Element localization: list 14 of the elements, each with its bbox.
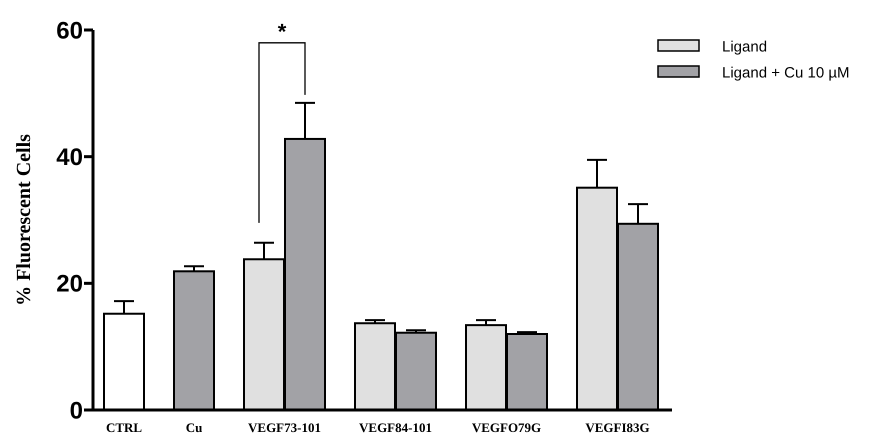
x-tick-label: Cu	[186, 420, 202, 435]
legend-label: Ligand + Cu 10 µM	[722, 64, 850, 82]
y-tick-label: 60	[56, 17, 83, 44]
x-tick-label: CTRL	[106, 420, 142, 435]
x-tick-label: VEGF84-101	[359, 420, 432, 435]
y-axis-title: % Fluorescent Cells	[13, 134, 35, 306]
y-tick-label: 20	[56, 270, 83, 298]
y-tick-label: 0	[70, 397, 83, 424]
x-tick-label: VEGF73-101	[248, 420, 321, 435]
annotation: *	[278, 18, 287, 44]
x-tick-label: VEGFI83G	[585, 420, 650, 435]
x-tick-label: VEGFO79G	[472, 420, 542, 435]
legend-label: Ligand	[722, 38, 768, 56]
y-tick-label: 40	[56, 144, 83, 172]
